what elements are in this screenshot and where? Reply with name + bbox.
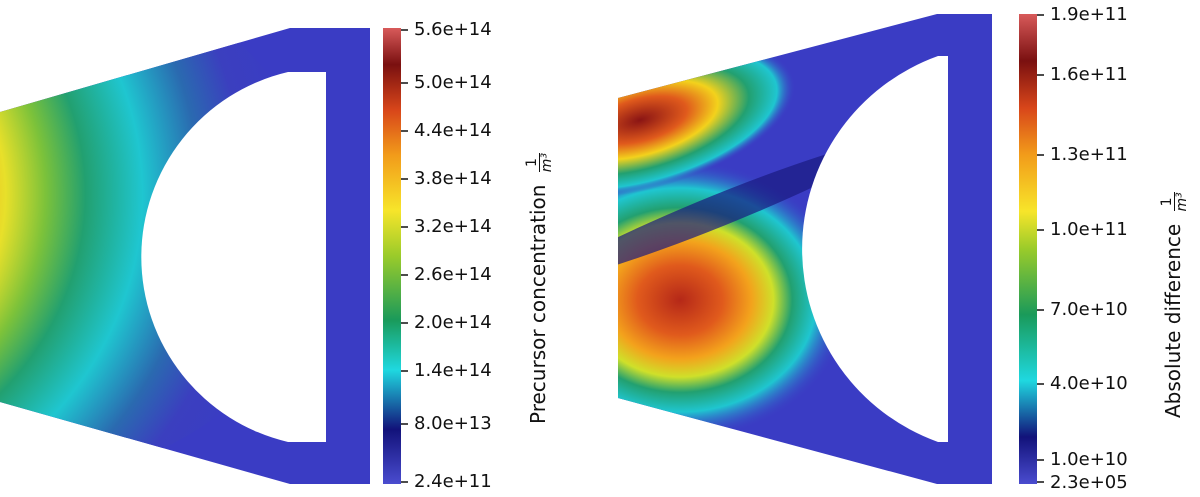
colorbar-tick-label: 1.4e+14 <box>414 360 492 381</box>
unit-numerator: 1 <box>1159 192 1175 212</box>
unit-numerator: 1 <box>524 152 540 173</box>
colorbar-tick-label: 4.4e+14 <box>414 120 492 141</box>
colorbar-tick-label: 1.9e+11 <box>1050 4 1128 25</box>
colorbar <box>1019 14 1037 484</box>
colorbar-tick-label: 2.6e+14 <box>414 264 492 285</box>
domain-cutout <box>141 72 326 442</box>
colorbar-title: Absolute difference 1 m³ <box>1159 192 1190 418</box>
colorbar-tick-label: 2.0e+14 <box>414 312 492 333</box>
colorbar <box>383 28 401 484</box>
colorbar-ticks <box>401 29 408 483</box>
unit-denominator: m³ <box>1174 192 1190 212</box>
colorbar-ticks <box>1037 14 1044 483</box>
colorbar-tick-label: 2.4e+11 <box>414 471 492 492</box>
unit-denominator: m³ <box>539 152 555 173</box>
domain-cutout <box>802 56 948 442</box>
unit-fraction: 1 m³ <box>524 152 555 173</box>
colorbar-tick-label: 1.3e+11 <box>1050 144 1128 165</box>
colorbar-title-text: Precursor concentration <box>526 184 550 424</box>
colorbar-tick-label: 4.0e+10 <box>1050 373 1128 394</box>
colorbar-tick-label: 3.2e+14 <box>414 216 492 237</box>
colorbar-tick-label: 3.8e+14 <box>414 168 492 189</box>
colorbar-tick-label: 1.6e+11 <box>1050 64 1128 85</box>
unit-fraction: 1 m³ <box>1159 192 1190 212</box>
colorbar-tick-label: 8.0e+13 <box>414 413 492 434</box>
precursor-field-plot <box>0 28 408 484</box>
colorbar-tick-label: 5.6e+14 <box>414 19 492 40</box>
colorbar-tick-label: 7.0e+10 <box>1050 299 1128 320</box>
colorbar-tick-label: 1.0e+10 <box>1050 449 1128 470</box>
colorbar-tick-label: 5.0e+14 <box>414 72 492 93</box>
colorbar-tick-label: 2.3e+05 <box>1050 472 1128 493</box>
absolute-difference-panel: 1.9e+11 1.6e+11 1.3e+11 1.0e+11 7.0e+10 … <box>600 0 1200 497</box>
colorbar-title-text: Absolute difference <box>1161 223 1185 418</box>
difference-field-plot <box>618 14 1044 484</box>
colorbar-title: Precursor concentration 1 m³ <box>524 152 555 424</box>
colorbar-tick-label: 1.0e+11 <box>1050 219 1128 240</box>
precursor-concentration-panel: 5.6e+14 5.0e+14 4.4e+14 3.8e+14 3.2e+14 … <box>0 19 555 492</box>
